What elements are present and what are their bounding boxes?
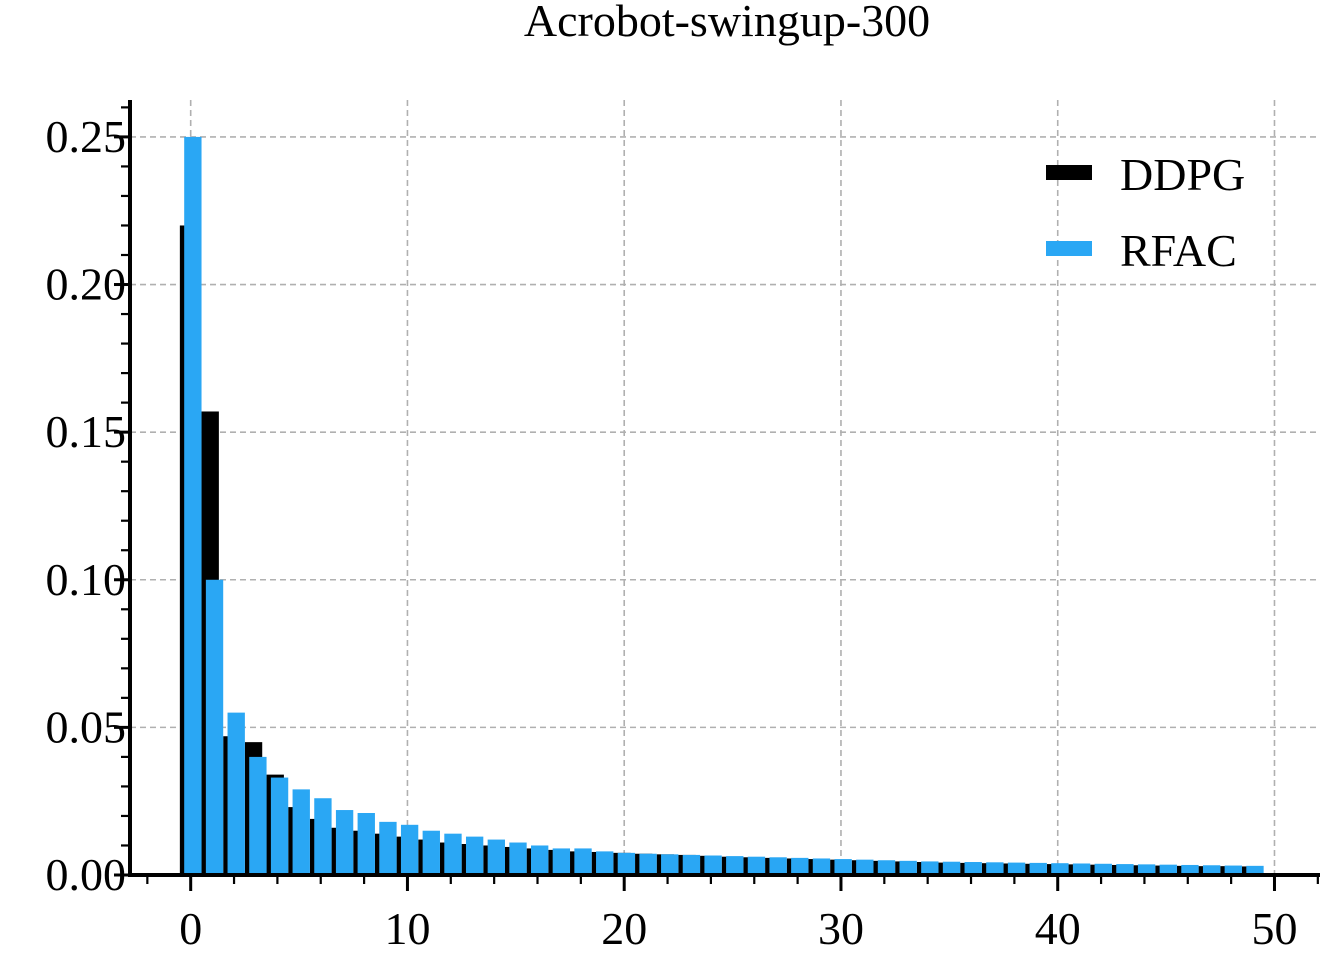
bar-rfac (1007, 862, 1026, 875)
bar-rfac (769, 857, 787, 875)
bar-rfac (574, 848, 592, 875)
chart-title: Acrobot-swingup-300 (524, 0, 930, 46)
legend-swatch-rfac (1046, 241, 1092, 256)
x-tick-label: 50 (1251, 903, 1297, 954)
bar-rfac (856, 859, 874, 875)
bar-rfac (292, 789, 310, 875)
bar-rfac (314, 798, 332, 875)
grid-lines (130, 100, 1320, 875)
bar-rfac (249, 756, 267, 875)
bar-rfac (639, 853, 657, 875)
bar-rfac (335, 810, 354, 875)
legend: DDPG RFAC (1046, 149, 1245, 276)
bar-rfac (596, 851, 614, 875)
bar-rfac (379, 821, 397, 875)
bar-rfac (661, 854, 679, 875)
bar-rfac (552, 848, 571, 875)
legend-label-rfac: RFAC (1120, 225, 1237, 276)
bar-rfac (1181, 864, 1199, 875)
bar-rfac (184, 136, 202, 875)
x-tick-label: 30 (818, 903, 864, 954)
bar-rfac (812, 858, 831, 875)
bar-rfac (899, 860, 917, 875)
bar-rfac (921, 861, 939, 875)
bar-rfac (270, 777, 289, 875)
x-tick-label: 20 (601, 903, 647, 954)
bar-rfac (1137, 864, 1156, 875)
bars-group (179, 136, 1264, 875)
y-tick-label: 0.10 (46, 554, 127, 605)
y-tick-label: 0.20 (46, 259, 127, 310)
bar-rfac (877, 860, 896, 875)
bar-rfac (986, 862, 1004, 875)
bar-rfac (487, 839, 505, 875)
bar-rfac (357, 813, 375, 875)
bar-rfac (964, 862, 982, 875)
bar-rfac (509, 842, 527, 875)
bar-rfac (704, 855, 722, 875)
bar-rfac (834, 859, 852, 875)
bar-rfac (726, 856, 744, 875)
bar-rfac (1029, 862, 1047, 875)
bar-rfac (227, 712, 245, 875)
legend-label-ddpg: DDPG (1120, 149, 1245, 200)
bar-rfac (1051, 863, 1069, 875)
bar-rfac (444, 833, 462, 875)
bar-rfac (1094, 863, 1112, 875)
bar-rfac (1246, 865, 1264, 875)
bar-rfac (205, 579, 224, 875)
y-tick-label: 0.15 (46, 406, 127, 457)
bar-rfac (1116, 864, 1134, 875)
bar-rfac (422, 830, 440, 875)
x-tick-label: 40 (1035, 903, 1081, 954)
bar-rfac (1159, 864, 1177, 875)
bar-rfac (682, 854, 701, 875)
bar-rfac (747, 856, 766, 875)
y-tick-label: 0.05 (46, 701, 127, 752)
axes-group: 0.00 0.05 0.10 0.15 0.20 0.25 0 10 20 30 40 50 (46, 100, 1320, 954)
bar-rfac (1224, 865, 1242, 875)
bar-rfac (791, 857, 809, 875)
legend-swatch-ddpg (1046, 165, 1092, 180)
bar-rfac (1202, 865, 1221, 875)
x-tick-label: 10 (384, 903, 430, 954)
bar-rfac (465, 836, 484, 875)
y-tick-label: 0.00 (46, 849, 127, 900)
bar-rfac (400, 824, 419, 875)
bar-rfac (1072, 863, 1091, 875)
bar-rfac (617, 852, 636, 875)
bar-rfac (531, 845, 549, 875)
bar-rfac (942, 861, 961, 875)
y-tick-label: 0.25 (46, 111, 127, 162)
x-tick-label: 0 (179, 903, 202, 954)
